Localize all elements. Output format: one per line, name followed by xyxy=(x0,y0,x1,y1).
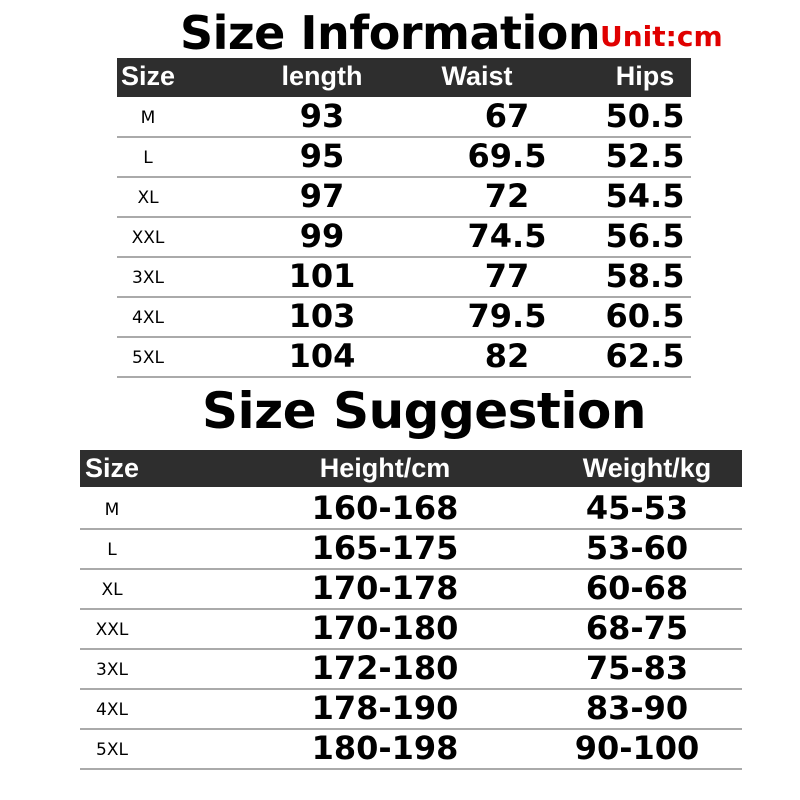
size-suggestion-table: Size Height/cm Weight/kg M 160-168 45-53 L 165-… xyxy=(80,450,742,772)
value-cell: 62.5 xyxy=(605,337,685,375)
value-cell: 95 xyxy=(299,137,345,175)
column-header: Hips xyxy=(615,61,675,91)
size-suggestion-title: Size Suggestion xyxy=(202,382,646,440)
value-cell: 103 xyxy=(288,297,356,335)
table-header: Size Height/cm Weight/kg xyxy=(80,450,742,487)
value-cell: 101 xyxy=(288,257,356,295)
value-cell: 72 xyxy=(484,177,530,215)
table-row: XL 97 72 54.5 xyxy=(117,177,691,218)
value-cell: 75-83 xyxy=(585,649,689,687)
value-cell: 83-90 xyxy=(585,689,689,727)
column-header: Weight/kg xyxy=(582,453,712,483)
table-row: M 93 67 50.5 xyxy=(117,97,691,138)
value-cell: 172-180 xyxy=(311,649,459,687)
value-cell: 67 xyxy=(484,97,530,135)
value-cell: 99 xyxy=(299,217,345,255)
value-cell: 58.5 xyxy=(605,257,685,295)
value-cell: 93 xyxy=(299,97,345,135)
size-information-table: Size length Waist Hips M 93 67 50.5 L 95 69.5 52.5 X… xyxy=(117,58,691,380)
size-cell: 5XL xyxy=(132,348,164,368)
column-header: Waist xyxy=(441,61,513,91)
size-cell: 4XL xyxy=(132,308,164,328)
value-cell: 160-168 xyxy=(311,489,459,527)
table-row: XL 170-178 60-68 xyxy=(80,569,742,610)
size-cell: 4XL xyxy=(96,700,128,720)
value-cell: 52.5 xyxy=(605,137,685,175)
value-cell: 90-100 xyxy=(574,729,700,767)
size-cell: XL xyxy=(101,580,123,600)
size-cell: XXL xyxy=(95,620,129,640)
value-cell: 82 xyxy=(484,337,530,375)
size-cell: XL xyxy=(137,188,159,208)
table-row: XXL 170-180 68-75 xyxy=(80,609,742,650)
table-row: 5XL 180-198 90-100 xyxy=(80,729,742,770)
column-header: Size xyxy=(120,61,176,91)
size-cell: M xyxy=(104,500,120,520)
value-cell: 170-178 xyxy=(311,569,459,607)
value-cell: 170-180 xyxy=(311,609,459,647)
value-cell: 104 xyxy=(288,337,356,375)
table-row: 3XL 101 77 58.5 xyxy=(117,257,691,298)
value-cell: 178-190 xyxy=(311,689,459,727)
value-cell: 79.5 xyxy=(467,297,547,335)
size-cell: L xyxy=(107,540,117,560)
table-row: L 165-175 53-60 xyxy=(80,529,742,570)
value-cell: 180-198 xyxy=(311,729,459,767)
size-cell: 3XL xyxy=(132,268,164,288)
table-row: L 95 69.5 52.5 xyxy=(117,137,691,178)
table-header: Size length Waist Hips xyxy=(117,58,691,97)
size-cell: XXL xyxy=(131,228,165,248)
value-cell: 165-175 xyxy=(311,529,459,567)
table-row: 3XL 172-180 75-83 xyxy=(80,649,742,690)
value-cell: 56.5 xyxy=(605,217,685,255)
table-row: M 160-168 45-53 xyxy=(80,489,742,530)
column-header: Size xyxy=(84,453,140,483)
value-cell: 60.5 xyxy=(605,297,685,335)
size-cell: M xyxy=(140,108,156,128)
value-cell: 77 xyxy=(484,257,530,295)
table-row: XXL 99 74.5 56.5 xyxy=(117,217,691,258)
value-cell: 69.5 xyxy=(467,137,547,175)
value-cell: 97 xyxy=(299,177,345,215)
size-information-title: Size Information xyxy=(180,6,601,60)
column-header: Height/cm xyxy=(319,453,451,483)
value-cell: 53-60 xyxy=(585,529,689,567)
value-cell: 74.5 xyxy=(467,217,547,255)
value-cell: 60-68 xyxy=(585,569,689,607)
table-row: 4XL 178-190 83-90 xyxy=(80,689,742,730)
size-cell: 3XL xyxy=(96,660,128,680)
value-cell: 45-53 xyxy=(585,489,689,527)
table-row: 5XL 104 82 62.5 xyxy=(117,337,691,378)
value-cell: 68-75 xyxy=(585,609,689,647)
size-cell: L xyxy=(143,148,153,168)
column-header: length xyxy=(281,61,363,91)
size-cell: 5XL xyxy=(96,740,128,760)
table-row: 4XL 103 79.5 60.5 xyxy=(117,297,691,338)
value-cell: 54.5 xyxy=(605,177,685,215)
unit-label: Unit:cm xyxy=(600,20,723,53)
value-cell: 50.5 xyxy=(605,97,685,135)
